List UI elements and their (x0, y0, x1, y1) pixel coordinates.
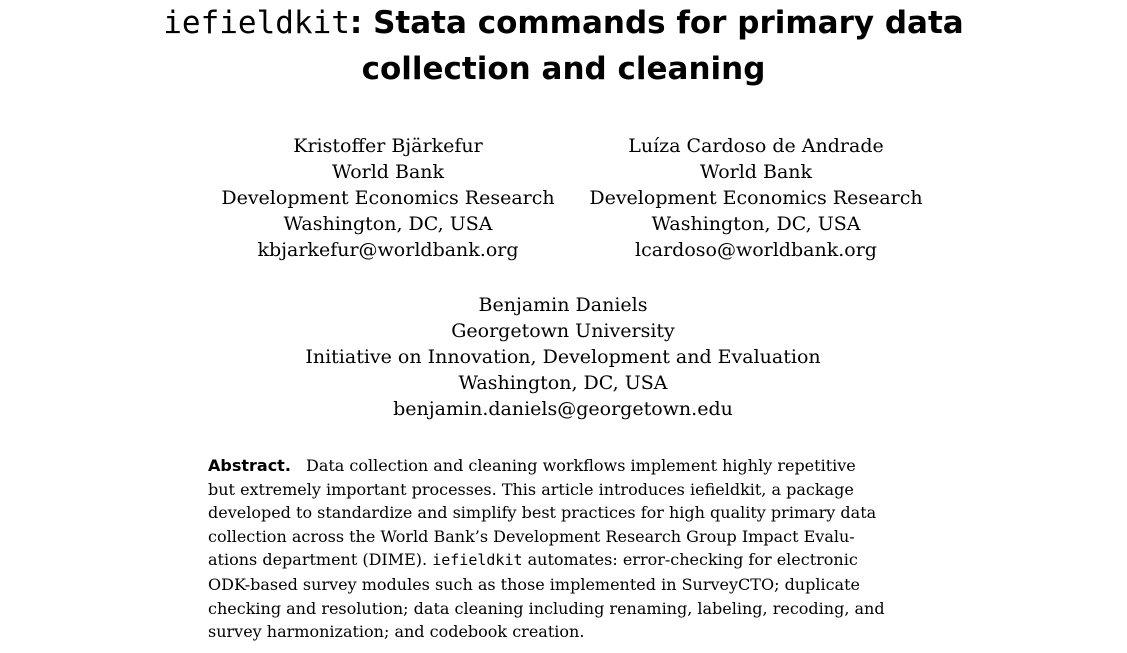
author-location: Washington, DC, USA (458, 372, 668, 394)
abstract-line-8: survey harmonization; and codebook creat… (208, 622, 585, 642)
author-block-2: Luíza Cardoso de Andrade World Bank Deve… (586, 133, 926, 263)
author-location: Washington, DC, USA (651, 213, 861, 235)
author-org: World Bank (699, 161, 813, 183)
author-email[interactable]: benjamin.daniels@georgetown.edu (393, 398, 733, 420)
title-command: iefieldkit (163, 5, 350, 41)
abstract-text: ations department (DIME). (208, 550, 433, 570)
author-location: Washington, DC, USA (283, 213, 493, 235)
abstract-code: iefieldkit (432, 551, 523, 570)
abstract-text: Data collection and cleaning workflows i… (306, 456, 856, 475)
abstract-text: automates: error-checking for electronic (522, 550, 858, 570)
author-org: Georgetown University (451, 320, 675, 342)
title-line-2: collection and cleaning (361, 51, 766, 87)
author-name: Kristoffer Bjärkefur (293, 135, 483, 157)
abstract-line-5: ations department (DIME). iefieldkit aut… (208, 548, 924, 573)
abstract-label: Abstract. (208, 456, 291, 475)
abstract: Abstract. Data collection and cleaning w… (208, 454, 924, 644)
title-rest: : Stata commands for primary data (349, 5, 964, 41)
abstract-line-1: Abstract. Data collection and cleaning w… (208, 454, 924, 478)
abstract-line-7: checking and resolution; data cleaning i… (208, 598, 885, 618)
author-dept: Development Economics Research (589, 187, 923, 209)
author-block-3: Benjamin Daniels Georgetown University I… (263, 292, 863, 422)
author-dept: Development Economics Research (221, 187, 555, 209)
author-email[interactable]: kbjarkefur@worldbank.org (257, 239, 519, 261)
author-name: Luíza Cardoso de Andrade (628, 135, 884, 157)
author-block-1: Kristoffer Bjärkefur World Bank Developm… (218, 133, 558, 263)
abstract-line-2: but extremely important processes. This … (208, 479, 854, 499)
abstract-line-6: ODK-based survey modules such as those i… (208, 574, 860, 594)
author-name: Benjamin Daniels (478, 294, 648, 316)
abstract-line-3: developed to standardize and simplify be… (208, 503, 877, 523)
author-email[interactable]: lcardoso@worldbank.org (635, 239, 877, 261)
paper-title: iefieldkit: Stata commands for primary d… (0, 0, 1127, 92)
abstract-line-4: collection across the World Bank’s Devel… (208, 526, 855, 546)
author-org: World Bank (331, 161, 445, 183)
author-dept: Initiative on Innovation, Development an… (305, 346, 821, 368)
title-line-1: iefieldkit: Stata commands for primary d… (0, 0, 1127, 46)
